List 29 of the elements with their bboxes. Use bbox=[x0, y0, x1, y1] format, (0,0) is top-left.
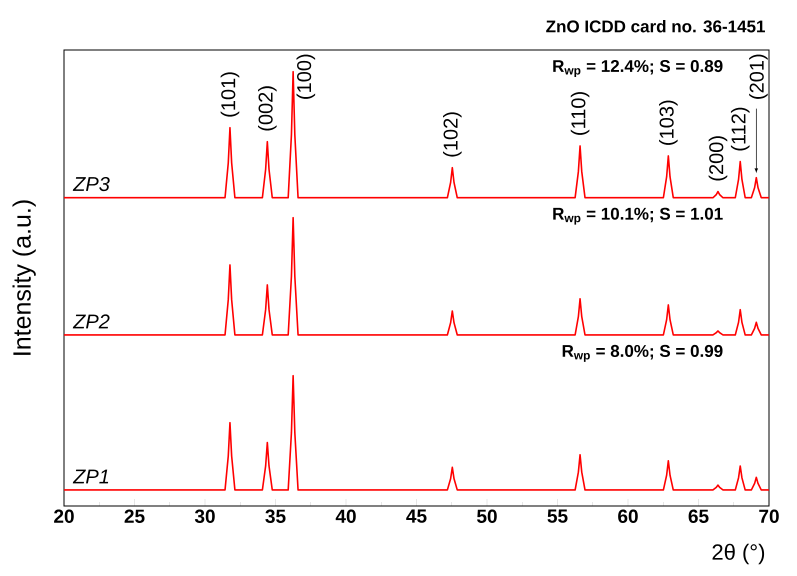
series-label: ZP1 bbox=[72, 470, 108, 484]
series-label: ZP2 bbox=[72, 314, 110, 328]
annotation: R$_{wp}$ = 12.4%; S = 0.89 bbox=[553, 60, 723, 77]
annotation: (102) bbox=[443, 112, 462, 157]
annotation: (201) bbox=[749, 54, 768, 99]
x-tick-label: 65 bbox=[688, 510, 709, 523]
chart-title: ZnO ICDD card no. 36-1451 bbox=[546, 20, 765, 32]
x-tick-label: 25 bbox=[124, 510, 145, 523]
annotation: (110) bbox=[570, 92, 590, 135]
x-tick-label: 60 bbox=[618, 510, 638, 523]
x-tick-label: 50 bbox=[477, 510, 497, 523]
x-axis-title: 2θ (°) bbox=[712, 544, 764, 564]
annotation: R$_{wp}$ = 8.0%; S = 0.99 bbox=[562, 344, 723, 362]
annotation: (200) bbox=[708, 136, 728, 180]
x-tick-label: 30 bbox=[194, 510, 215, 524]
annotation: (112) bbox=[730, 108, 750, 150]
x-tick-label: 70 bbox=[759, 510, 779, 523]
x-tick-label: 20 bbox=[54, 510, 74, 523]
y-axis-title: Intensity (a.u.) bbox=[12, 200, 36, 355]
x-tick-label: 45 bbox=[406, 510, 427, 523]
annotation: (101) bbox=[220, 72, 240, 117]
series-label: ZP3 bbox=[72, 176, 110, 192]
annotation: (103) bbox=[659, 100, 678, 145]
x-tick-label: 35 bbox=[265, 510, 286, 524]
annotation: (100) bbox=[296, 54, 316, 99]
x-tick-label: 55 bbox=[548, 510, 568, 523]
annotation: (002) bbox=[258, 86, 277, 131]
x-tick-label: 40 bbox=[336, 510, 356, 523]
annotation: R$_{wp}$ = 10.1%; S = 1.01 bbox=[553, 208, 723, 225]
